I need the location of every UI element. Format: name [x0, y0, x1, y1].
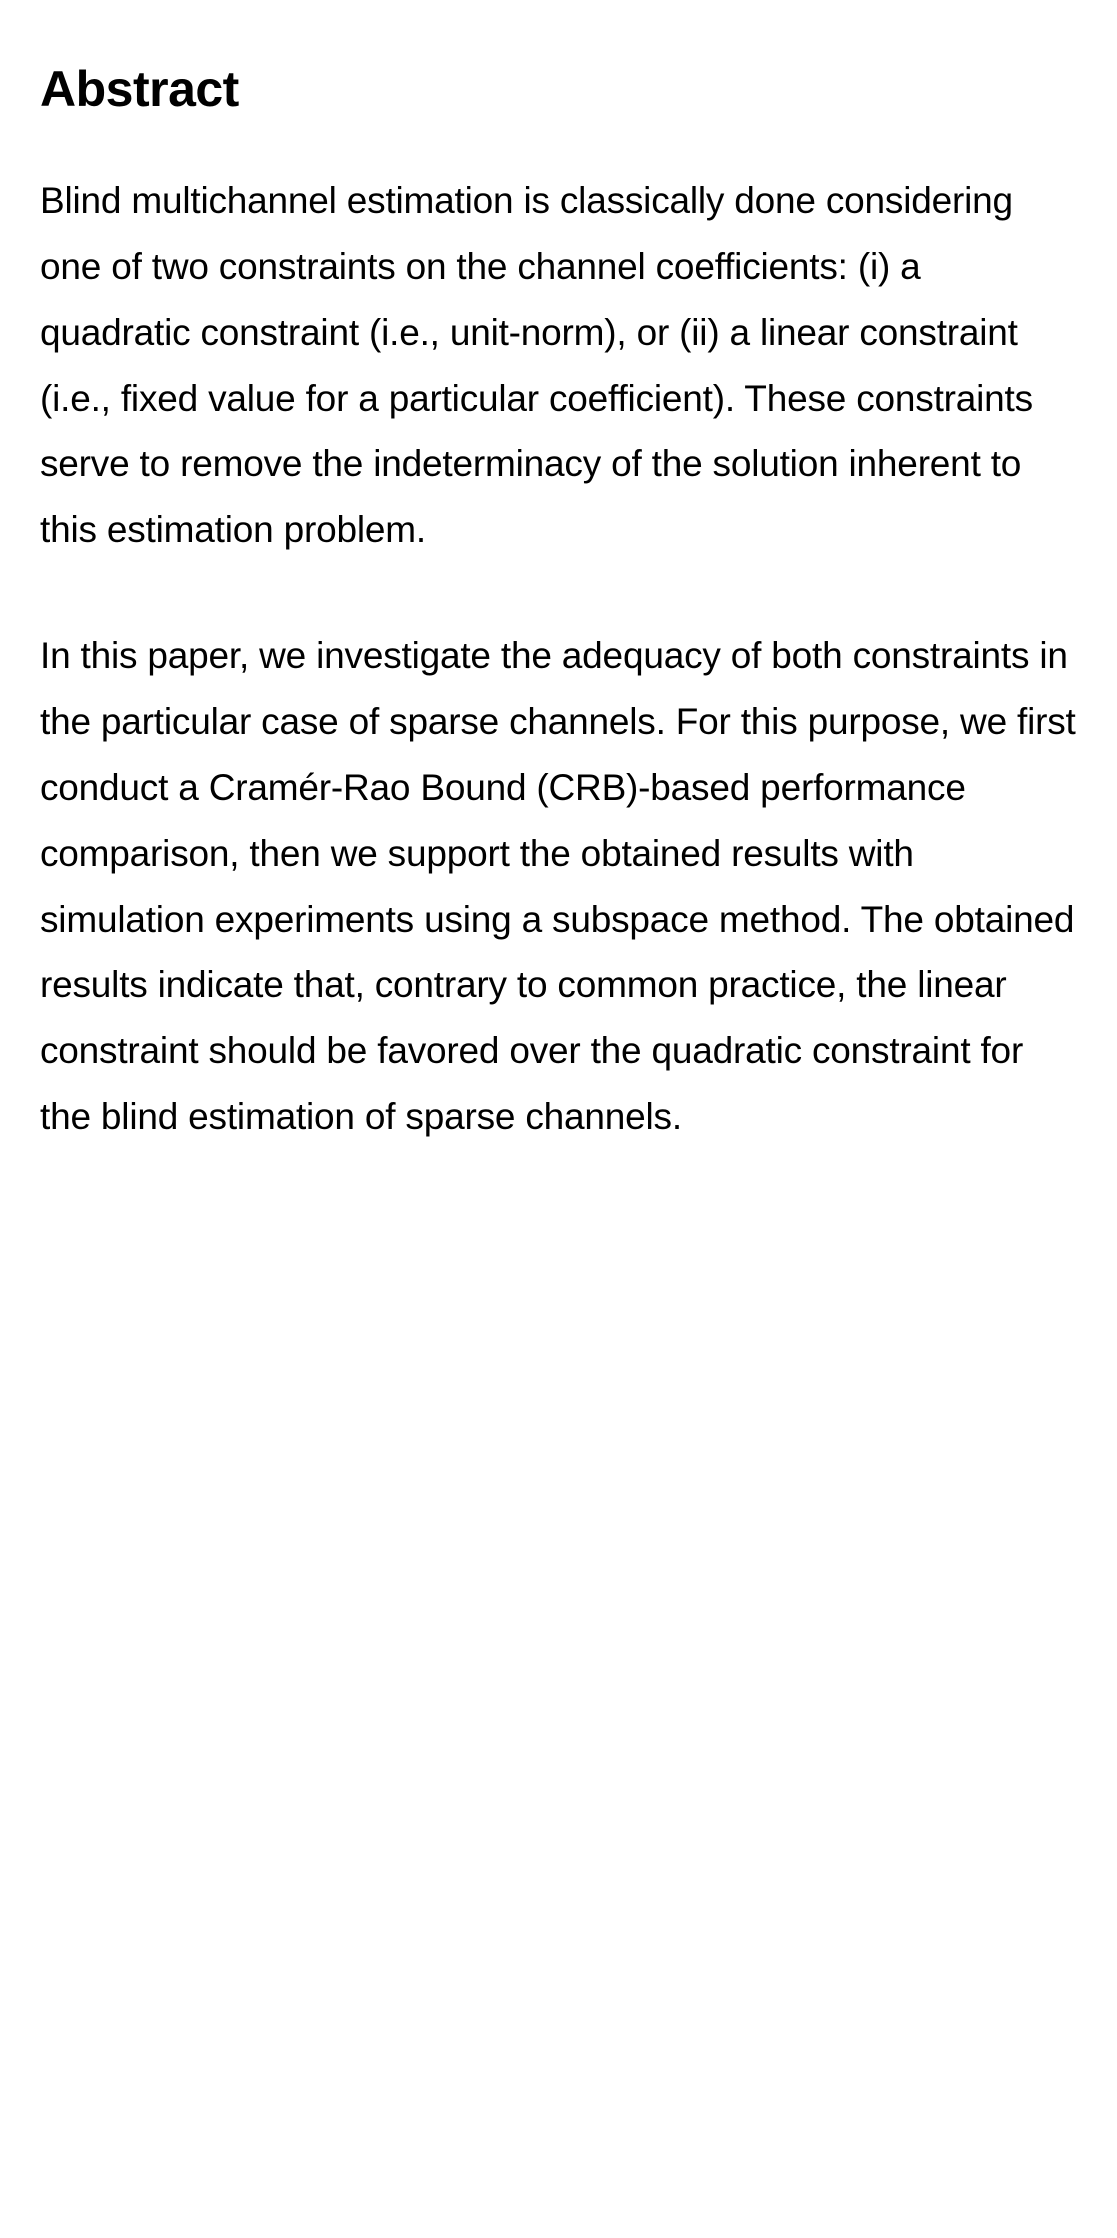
abstract-paragraph-2: In this paper, we investigate the adequa…	[40, 623, 1077, 1150]
abstract-paragraph-1: Blind multichannel estimation is classic…	[40, 168, 1077, 563]
abstract-heading: Abstract	[40, 60, 1077, 118]
